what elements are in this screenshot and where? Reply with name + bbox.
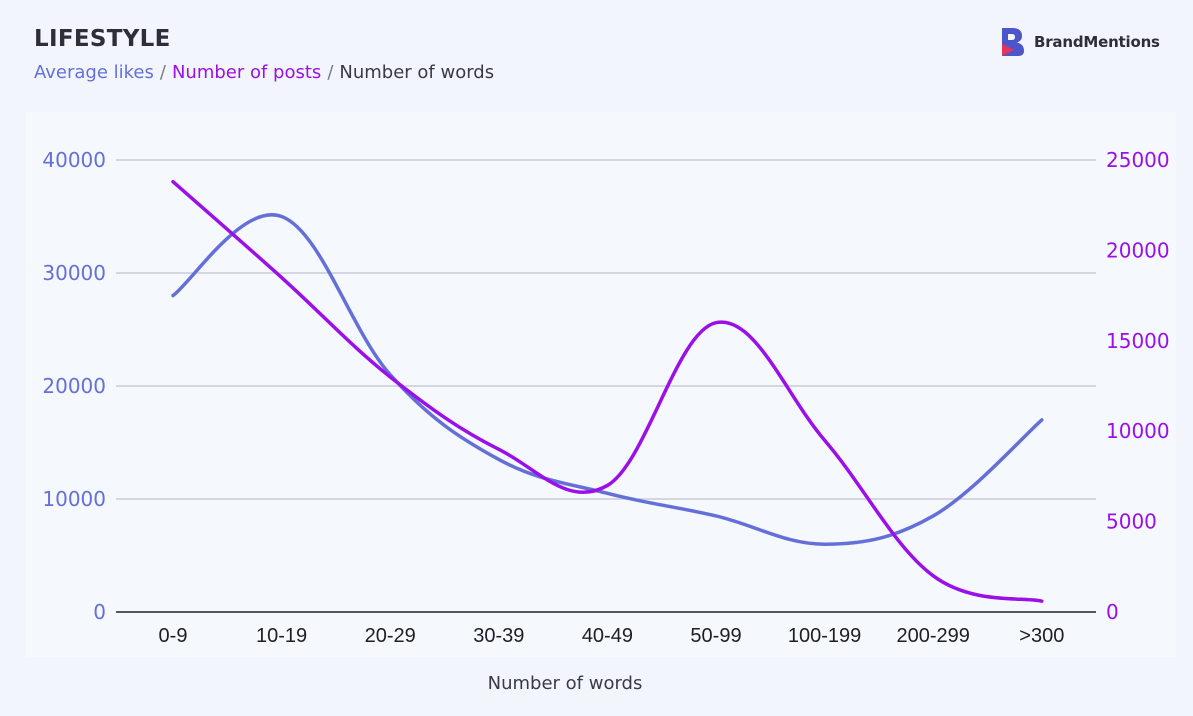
y-left-tick-label: 0 bbox=[93, 600, 106, 624]
brand-logo: BrandMentions bbox=[1000, 26, 1160, 58]
y-right-tick-label: 20000 bbox=[1106, 238, 1170, 262]
x-tick-label: >300 bbox=[1019, 625, 1064, 647]
x-tick-label: 200-299 bbox=[896, 625, 969, 647]
y-left-tick-label: 40000 bbox=[42, 148, 106, 172]
x-tick-label: 50-99 bbox=[690, 625, 741, 647]
y-right-tick-label: 0 bbox=[1106, 600, 1119, 624]
y-right-tick-label: 5000 bbox=[1106, 510, 1157, 534]
x-tick-label: 30-39 bbox=[473, 625, 524, 647]
series-line-average-likes bbox=[171, 213, 1044, 546]
y-right-tick-label: 15000 bbox=[1106, 329, 1170, 353]
y-left-tick-label: 30000 bbox=[42, 261, 106, 285]
x-tick-label: 40-49 bbox=[582, 625, 633, 647]
y-left-tick-label: 20000 bbox=[42, 374, 106, 398]
y-left-tick-label: 10000 bbox=[42, 487, 106, 511]
legend-number-of-posts: Number of posts bbox=[171, 62, 322, 83]
y-right-tick-label: 10000 bbox=[1106, 419, 1170, 443]
line-chart: 0 10000 20000 30000 40000 0 5000 10000 15000 2000… bbox=[42, 148, 1170, 647]
series-line-number-of-posts bbox=[171, 179, 1044, 603]
brand-name: BrandMentions bbox=[1034, 33, 1160, 51]
legend-number-of-words: Number of words bbox=[339, 62, 495, 83]
x-tick-label: 20-29 bbox=[365, 625, 416, 647]
chart-area: 0 10000 20000 30000 40000 0 5000 10000 15000 2000… bbox=[26, 112, 1176, 657]
legend-separator: / bbox=[327, 62, 334, 83]
chart-subtitle-legend: Average likes / Number of posts / Number of … bbox=[34, 62, 494, 83]
x-tick-label: 10-19 bbox=[256, 625, 307, 647]
x-axis-title: Number of words bbox=[487, 673, 643, 694]
legend-average-likes: Average likes bbox=[34, 62, 154, 83]
brandmentions-logo-icon bbox=[1002, 28, 1024, 56]
y-right-tick-label: 25000 bbox=[1106, 148, 1170, 172]
chart-title: LIFESTYLE bbox=[34, 26, 171, 52]
legend-separator: / bbox=[159, 62, 166, 83]
x-tick-label: 100-199 bbox=[788, 625, 861, 647]
x-tick-label: 0-9 bbox=[159, 625, 188, 647]
